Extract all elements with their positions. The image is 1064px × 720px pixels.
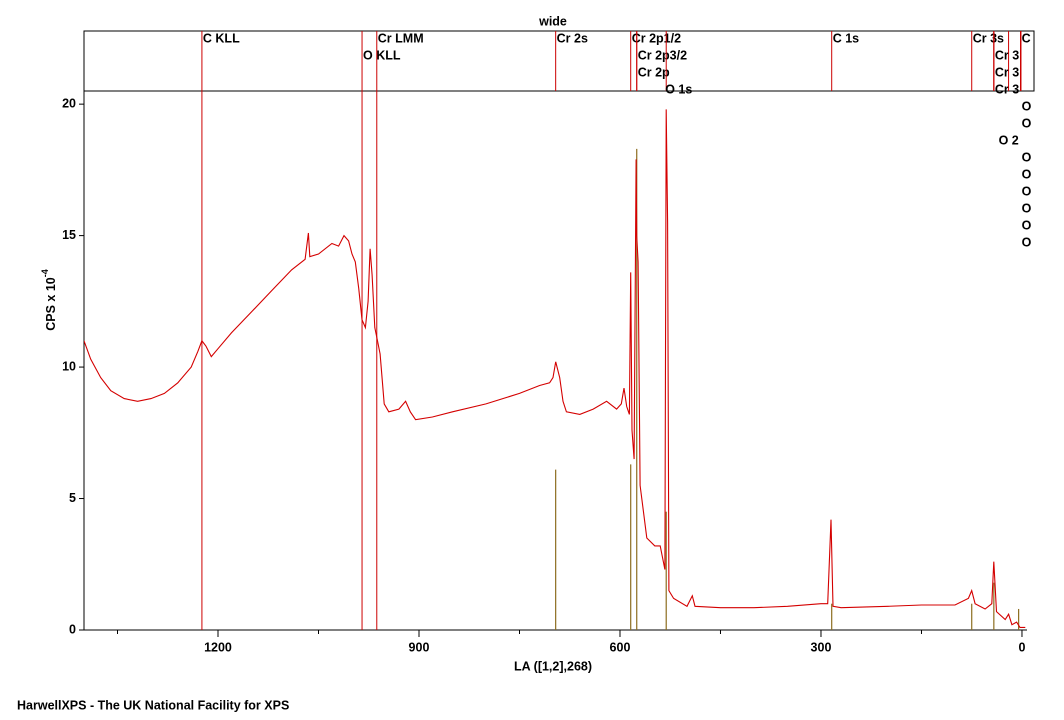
annotation-label: Cr 2p1/2	[632, 31, 681, 45]
annotation-label: O	[1022, 99, 1032, 113]
annotation-label: Cr 3	[995, 65, 1019, 79]
spectrum-line	[84, 109, 1026, 628]
annotation-label: C	[1022, 31, 1031, 45]
y-label-text: CPS x 10	[44, 277, 58, 331]
annotation-label: O	[1022, 184, 1032, 198]
chart-title: wide	[538, 14, 567, 28]
annotation-panel	[83, 30, 1035, 92]
annotation-label: Cr 2s	[557, 31, 588, 45]
annotation-label: Cr 2p3/2	[638, 48, 687, 62]
annotation-label: C KLL	[203, 31, 240, 45]
annotation-label: Cr 3	[995, 48, 1019, 62]
footer: HarwellXPS - The UK National Facility fo…	[17, 698, 289, 712]
annotations: C KLL O KLL Cr LMM Cr 2s Cr 2p1/2 Cr 2p3/2 Cr …	[201, 31, 1032, 630]
x-tick-label: 600	[610, 640, 631, 654]
annotation-label: O	[1022, 218, 1032, 232]
annotation-label: Cr 2p	[638, 65, 670, 79]
annotation-label: Cr LMM	[378, 31, 424, 45]
x-tick-label: 1200	[204, 640, 232, 654]
y-label-exponent: -4	[40, 269, 50, 277]
x-axis-label: LA ([1,2],268)	[514, 659, 592, 673]
annotation-label: O 1s	[665, 82, 692, 96]
annotation-label: Cr 3	[995, 82, 1019, 96]
x-tick-label: 300	[811, 640, 832, 654]
y-tick-label: 15	[62, 228, 76, 242]
annotation-label: O	[1022, 235, 1032, 249]
y-tick-label: 20	[62, 96, 76, 110]
annotation-label: O	[1022, 116, 1032, 130]
x-tick-label: 0	[1018, 640, 1025, 654]
annotation-label: O 2	[999, 133, 1019, 147]
annotation-label: C 1s	[833, 31, 859, 45]
x-tick-label: 900	[409, 640, 430, 654]
annotation-label: O	[1022, 167, 1032, 181]
y-axis-label: CPS x 10-4	[40, 269, 58, 331]
y-tick-label: 5	[69, 491, 76, 505]
plot-area	[84, 109, 1026, 630]
y-tick-label: 10	[62, 359, 76, 373]
annotation-label: Cr 3s	[973, 31, 1004, 45]
annotation-label: O	[1022, 201, 1032, 215]
annotation-label: O	[1022, 150, 1032, 164]
y-tick-label: 0	[69, 622, 76, 636]
annotation-label: O KLL	[363, 48, 401, 62]
ticks: 0 5 10 15 20 1200 900 600 300 0	[62, 96, 1025, 654]
